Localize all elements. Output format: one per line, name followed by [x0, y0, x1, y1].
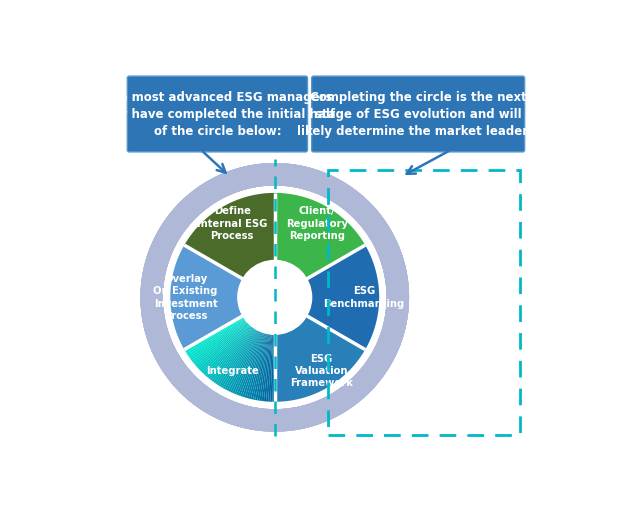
Polygon shape: [197, 322, 248, 369]
Polygon shape: [262, 334, 271, 401]
Polygon shape: [140, 163, 409, 430]
Polygon shape: [223, 329, 257, 389]
Polygon shape: [215, 328, 254, 384]
Polygon shape: [204, 324, 250, 375]
Polygon shape: [186, 317, 244, 353]
Polygon shape: [255, 334, 269, 401]
Text: Completing the circle is the next
stage of ESG evolution and will
likely determi: Completing the circle is the next stage …: [297, 90, 540, 137]
Polygon shape: [275, 193, 365, 279]
Polygon shape: [225, 330, 258, 390]
Polygon shape: [207, 325, 252, 378]
Polygon shape: [273, 334, 275, 402]
Polygon shape: [236, 331, 262, 395]
Polygon shape: [232, 331, 260, 394]
Polygon shape: [221, 177, 249, 192]
Polygon shape: [184, 316, 243, 352]
Polygon shape: [140, 163, 381, 431]
Polygon shape: [253, 334, 268, 400]
Polygon shape: [259, 334, 270, 401]
Circle shape: [238, 261, 312, 334]
Polygon shape: [169, 163, 409, 431]
Text: Overlay
On Existing
Investment
Process: Overlay On Existing Investment Process: [154, 274, 218, 321]
Text: ESG
Valuation
Framework: ESG Valuation Framework: [290, 354, 353, 388]
Polygon shape: [257, 334, 269, 401]
Polygon shape: [183, 380, 207, 403]
Polygon shape: [266, 334, 273, 402]
Polygon shape: [389, 310, 405, 335]
Polygon shape: [270, 334, 274, 402]
Polygon shape: [230, 331, 260, 393]
Polygon shape: [188, 318, 244, 357]
Polygon shape: [228, 330, 259, 392]
Polygon shape: [198, 322, 248, 370]
Polygon shape: [193, 320, 246, 364]
Polygon shape: [189, 318, 245, 359]
Polygon shape: [140, 164, 409, 431]
FancyBboxPatch shape: [312, 76, 525, 152]
Polygon shape: [205, 325, 251, 377]
Polygon shape: [186, 317, 244, 355]
Text: Integrate: Integrate: [206, 366, 259, 376]
Polygon shape: [208, 326, 252, 379]
Polygon shape: [243, 332, 264, 397]
Polygon shape: [241, 332, 263, 397]
Polygon shape: [300, 402, 328, 418]
Polygon shape: [217, 328, 255, 386]
Polygon shape: [342, 191, 366, 215]
Polygon shape: [249, 333, 266, 399]
Bar: [328, 170, 520, 435]
Polygon shape: [275, 316, 365, 402]
Polygon shape: [307, 245, 380, 350]
Polygon shape: [210, 326, 252, 380]
Polygon shape: [268, 334, 273, 402]
Text: ESG
Benchmarking: ESG Benchmarking: [323, 286, 404, 309]
Polygon shape: [196, 321, 247, 367]
Polygon shape: [251, 333, 267, 400]
Polygon shape: [221, 329, 256, 388]
Text: The most advanced ESG managers
may have completed the initial half
of the circle: The most advanced ESG managers may have …: [100, 90, 335, 137]
Text: Define
Internal ESG
Process: Define Internal ESG Process: [197, 206, 268, 241]
Polygon shape: [212, 327, 253, 382]
Polygon shape: [170, 245, 243, 350]
Polygon shape: [227, 330, 259, 391]
Polygon shape: [244, 332, 265, 398]
Polygon shape: [213, 327, 253, 383]
Polygon shape: [246, 333, 266, 398]
Polygon shape: [195, 321, 247, 365]
Polygon shape: [234, 331, 261, 394]
Polygon shape: [200, 323, 249, 372]
Polygon shape: [238, 332, 262, 396]
Polygon shape: [191, 320, 246, 362]
Polygon shape: [140, 163, 409, 430]
Text: Client/
Regulatory
Reporting: Client/ Regulatory Reporting: [286, 206, 348, 241]
Polygon shape: [190, 319, 245, 361]
FancyBboxPatch shape: [127, 76, 307, 152]
Polygon shape: [219, 328, 255, 387]
Polygon shape: [145, 259, 160, 285]
Polygon shape: [264, 334, 271, 402]
Polygon shape: [202, 323, 250, 373]
Polygon shape: [184, 193, 275, 279]
Polygon shape: [140, 164, 409, 431]
